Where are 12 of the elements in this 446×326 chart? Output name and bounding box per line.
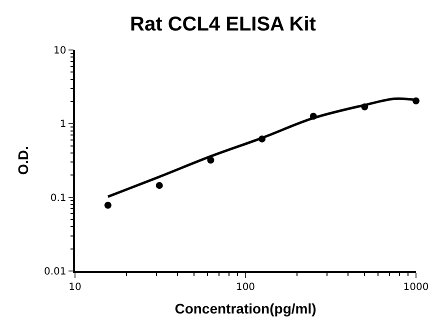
y-tick-label: 1 <box>60 119 66 130</box>
x-tick-label: 1000 <box>403 282 429 293</box>
x-tick-label: 100 <box>236 282 256 293</box>
y-tick-label: 0.1 <box>50 192 66 204</box>
x-axis-title: Concentration(pg/ml) <box>174 300 316 317</box>
point <box>104 202 112 209</box>
point <box>156 182 163 189</box>
y-tick-label: 10 <box>54 46 66 56</box>
y-axis-title: O.D. <box>15 146 32 175</box>
x-tick-label: 10 <box>68 282 82 293</box>
y-tick-label: 0.01 <box>44 266 66 278</box>
chart-title: Rat CCL4 ELISA Kit <box>130 13 316 36</box>
